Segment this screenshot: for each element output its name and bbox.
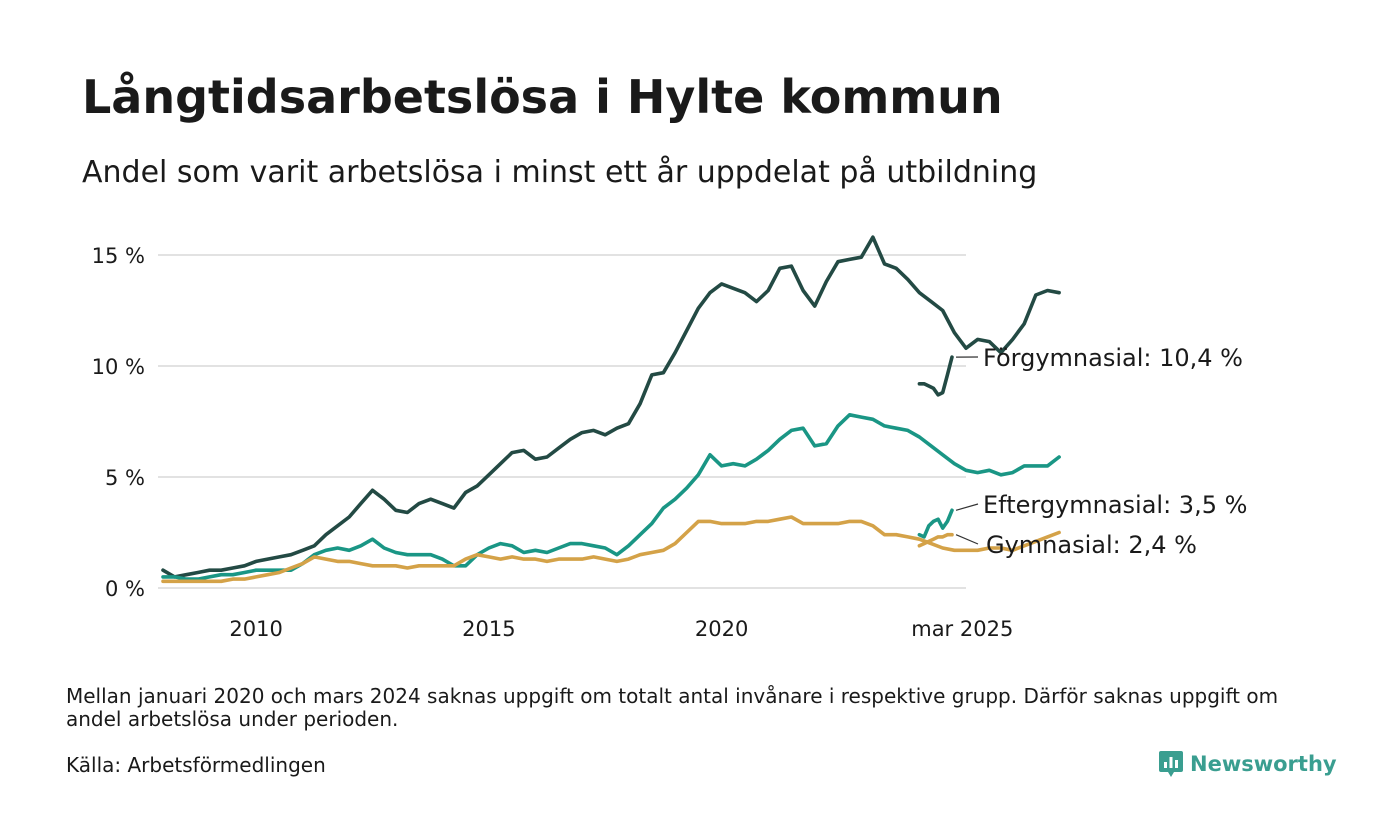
series-line-gymnasial-segment-2 xyxy=(917,532,954,548)
series-line-gymnasial-segment-1 xyxy=(161,515,1061,584)
y-tick-label-15: 15 % xyxy=(92,244,145,268)
y-tick-label-0: 0 % xyxy=(105,577,145,601)
chart-subtitle: Andel som varit arbetslösa i minst ett å… xyxy=(82,155,1038,190)
source-line: Källa: Arbetsförmedlingen xyxy=(66,753,326,777)
y-axis-tick-labels: 0 % 5 % 10 % 15 % xyxy=(92,244,145,601)
y-tick-label-10: 10 % xyxy=(92,355,145,379)
gridlines xyxy=(158,254,966,589)
series-end-labels: Förgymnasial: 10,4 % Eftergymnasial: 3,5 … xyxy=(955,344,1247,559)
y-tick-label-5: 5 % xyxy=(105,466,145,490)
end-label-f-rgymnasial: Förgymnasial: 10,4 % xyxy=(983,344,1243,372)
end-label-gymnasial: Gymnasial: 2,4 % xyxy=(986,531,1197,559)
x-axis-tick-labels: 2010 2015 2020 mar 2025 xyxy=(229,617,1013,641)
x-tick-label-2020: 2020 xyxy=(695,617,748,641)
x-tick-label-mar-2025: mar 2025 xyxy=(911,617,1013,641)
x-tick-label-2010: 2010 xyxy=(229,617,282,641)
brand-name: Newsworthy xyxy=(1190,752,1337,776)
series-line-f-rgymnasial-segment-2 xyxy=(917,355,954,397)
series-line-eftergymnasial-segment-1 xyxy=(161,412,1061,581)
end-label-leader-gymnasial xyxy=(955,534,979,545)
footnote: Mellan januari 2020 och mars 2024 saknas… xyxy=(66,684,1279,731)
line-chart: 0 % 5 % 10 % 15 % 2010 2015 2020 mar 2025 Förg… xyxy=(92,235,1247,641)
chart-title: Långtidsarbetslösa i Hylte kommun xyxy=(82,70,1003,124)
series-lines xyxy=(161,235,1061,584)
series-line-eftergymnasial-segment-2 xyxy=(917,508,954,539)
end-label-leader-eftergymnasial xyxy=(955,503,979,511)
series-line-f-rgymnasial-segment-1 xyxy=(161,235,1061,579)
bar-chart-bubble-icon xyxy=(1159,751,1183,777)
newsworthy-logo[interactable]: Newsworthy xyxy=(1158,748,1337,780)
end-label-eftergymnasial: Eftergymnasial: 3,5 % xyxy=(983,491,1247,519)
x-tick-label-2015: 2015 xyxy=(462,617,515,641)
